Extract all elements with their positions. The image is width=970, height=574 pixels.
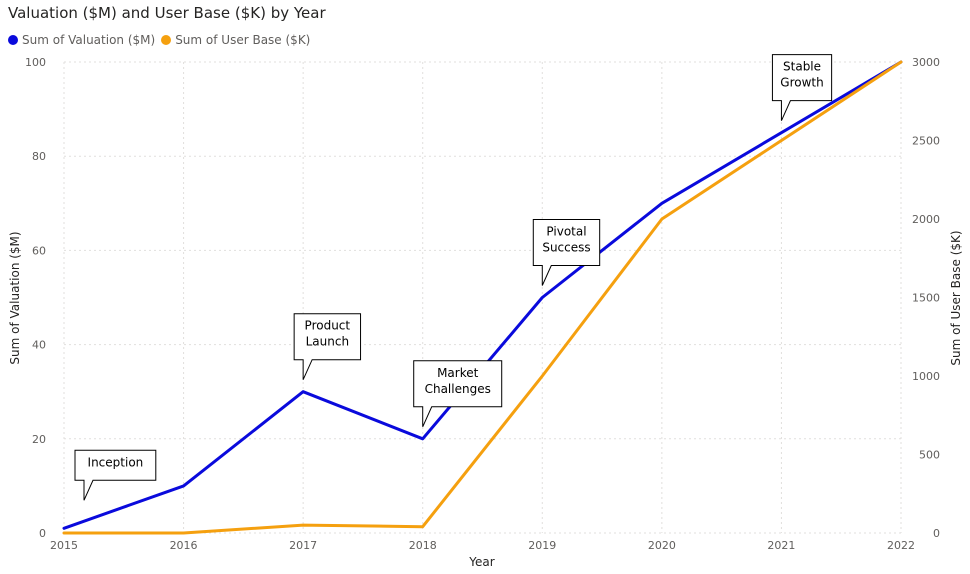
y-tick-label: 60	[32, 244, 46, 257]
callout-text: Pivotal	[546, 225, 586, 239]
x-axis-label: Year	[468, 555, 494, 569]
annotation-callout: Inception	[74, 449, 157, 501]
legend-marker-user-base	[161, 35, 172, 45]
y2-tick-label: 1500	[912, 292, 940, 305]
y-axis-label-left: Sum of Valuation ($M)	[8, 231, 22, 364]
y2-tick-label: 2500	[912, 135, 940, 148]
callout-text: Success	[542, 241, 590, 255]
x-tick-label: 2021	[767, 539, 795, 552]
y2-tick-label: 2000	[912, 213, 940, 226]
annotation-callout: Market Challenges	[413, 360, 503, 428]
annotation-callout: Stable Growth	[771, 54, 833, 121]
legend-item-valuation[interactable]: Sum of Valuation ($M)	[8, 33, 155, 47]
callout-text: Inception	[88, 455, 144, 469]
y-tick-label: 0	[39, 527, 46, 540]
y-tick-label: 80	[32, 150, 46, 163]
y-tick-label: 40	[32, 339, 46, 352]
x-tick-label: 2015	[50, 539, 78, 552]
callout-text: Challenges	[425, 382, 491, 396]
y-axis-label-right: Sum of User Base ($K)	[949, 230, 963, 365]
y2-tick-label: 1000	[912, 370, 940, 383]
legend-label-user-base: Sum of User Base ($K)	[175, 33, 311, 47]
callout-box	[74, 449, 157, 501]
callout-text: Launch	[306, 335, 349, 349]
callout-box	[293, 313, 362, 380]
y-tick-label: 100	[25, 56, 46, 69]
x-tick-label: 2017	[289, 539, 317, 552]
y2-tick-label: 500	[919, 449, 940, 462]
grid-lines	[63, 61, 902, 534]
x-tick-label: 2020	[648, 539, 676, 552]
y2-tick-label: 3000	[912, 56, 940, 69]
y-tick-label: 20	[32, 433, 46, 446]
annotations: Inception Product Launch Market Challenges Pi…	[74, 54, 833, 501]
series-line-user-base[interactable]	[62, 60, 903, 535]
annotation-callout: Pivotal Success	[532, 219, 601, 286]
callout-box	[771, 54, 833, 121]
series-lines	[62, 60, 903, 535]
legend-marker-valuation	[8, 35, 18, 45]
callout-text: Market	[437, 366, 479, 380]
callout-text: Stable	[783, 60, 821, 74]
x-tick-label: 2019	[528, 539, 556, 552]
y-axis-left: 0 20 40 60 80 100	[25, 56, 46, 540]
x-tick-label: 2022	[887, 539, 915, 552]
legend-label-valuation: Sum of Valuation ($M)	[22, 33, 156, 47]
callout-text: Growth	[780, 76, 823, 90]
callout-box	[532, 219, 601, 286]
callout-text: Product	[305, 319, 351, 333]
series-line-valuation[interactable]	[62, 60, 903, 530]
annotation-callout: Product Launch	[293, 313, 362, 380]
x-tick-label: 2016	[170, 539, 198, 552]
legend-item-user-base[interactable]: Sum of User Base ($K)	[161, 33, 310, 47]
y-axis-right: 0 500 1000 1500 2000 2500 3000	[912, 56, 940, 540]
chart-title: Valuation ($M) and User Base ($K) by Yea…	[8, 4, 326, 22]
x-axis: 2015 2016 2017 2018 2019 2020 2021 2022	[50, 539, 915, 552]
chart-legend: Sum of Valuation ($M) Sum of User Base (…	[8, 33, 316, 47]
y2-tick-label: 0	[933, 527, 940, 540]
x-tick-label: 2018	[409, 539, 437, 552]
callout-box	[413, 360, 503, 428]
